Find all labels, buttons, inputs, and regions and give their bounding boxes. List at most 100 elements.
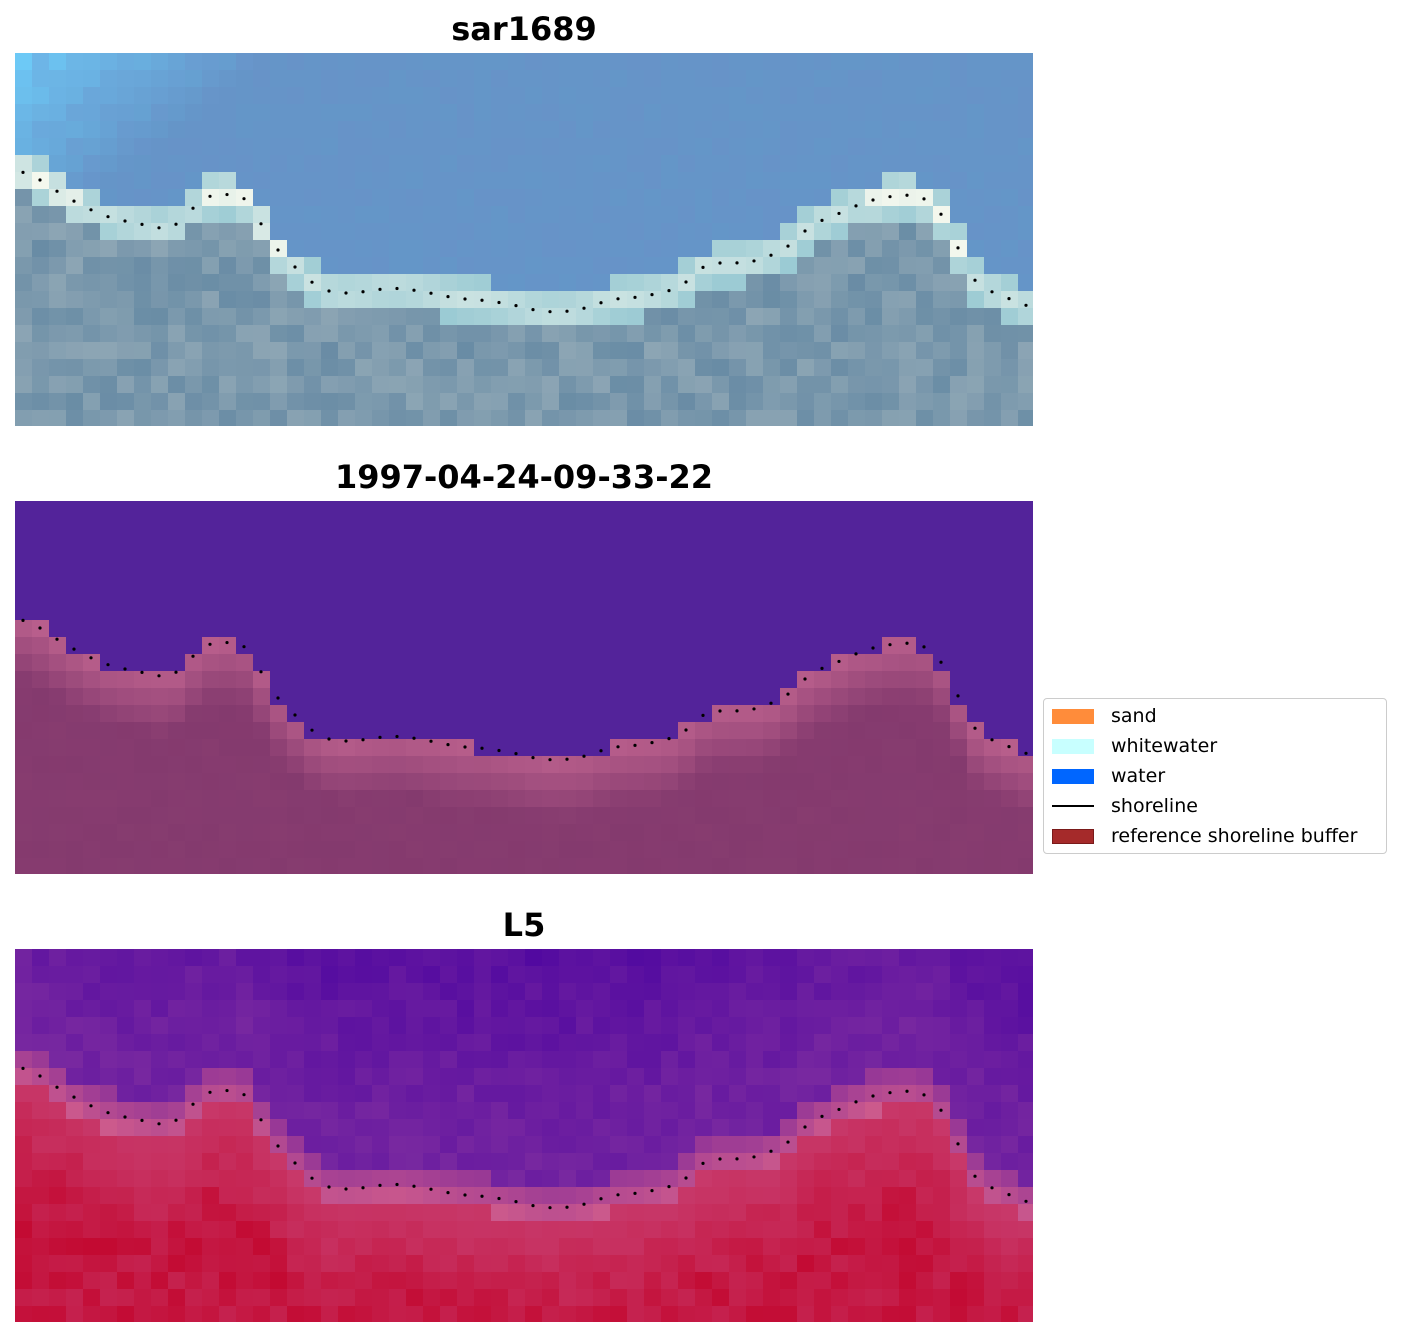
- pixel-cell: [287, 291, 305, 309]
- pixel-cell: [219, 1255, 237, 1273]
- pixel-cell: [372, 671, 390, 689]
- pixel-cell: [848, 393, 866, 411]
- pixel-cell: [644, 155, 662, 173]
- pixel-cell: [321, 138, 339, 156]
- pixel-cell: [593, 138, 611, 156]
- pixel-cell: [236, 172, 254, 190]
- pixel-cell: [882, 1102, 900, 1120]
- shoreline-dot: [735, 261, 739, 265]
- pixel-cell: [185, 966, 203, 984]
- pixel-cell: [219, 654, 237, 672]
- pixel-cell: [899, 1272, 917, 1290]
- pixel-cell: [984, 138, 1002, 156]
- pixel-cell: [712, 53, 730, 71]
- pixel-cell: [525, 1204, 543, 1222]
- pixel-cell: [678, 1034, 696, 1052]
- pixel-cell: [287, 841, 305, 859]
- pixel-cell: [219, 1238, 237, 1256]
- pixel-cell: [899, 1017, 917, 1035]
- pixel-cell: [185, 807, 203, 825]
- pixel-cell: [899, 603, 917, 621]
- pixel-cell: [355, 807, 373, 825]
- pixel-cell: [440, 983, 458, 1001]
- shoreline-dot: [174, 670, 178, 674]
- pixel-cell: [49, 189, 67, 207]
- pixel-cell: [270, 552, 288, 570]
- shoreline-dot: [157, 1122, 161, 1126]
- pixel-cell: [831, 189, 849, 207]
- pixel-cell: [729, 1017, 747, 1035]
- pixel-cell: [355, 376, 373, 394]
- pixel-cell: [797, 1136, 815, 1154]
- pixel-cell: [882, 342, 900, 360]
- pixel-cell: [49, 739, 67, 757]
- pixel-cell: [474, 1204, 492, 1222]
- pixel-cell: [814, 552, 832, 570]
- pixel-cell: [151, 705, 169, 723]
- pixel-cell: [984, 189, 1002, 207]
- pixel-cell: [423, 70, 441, 88]
- pixel-cell: [865, 1119, 883, 1137]
- pixel-cell: [457, 1085, 475, 1103]
- pixel-cell: [644, 410, 662, 426]
- pixel-cell: [729, 983, 747, 1001]
- pixel-cell: [185, 1221, 203, 1239]
- pixel-cell: [950, 858, 968, 874]
- pixel-cell: [1001, 790, 1019, 808]
- pixel-cell: [338, 688, 356, 706]
- pixel-cell: [32, 603, 50, 621]
- pixel-cell: [627, 671, 645, 689]
- pixel-cell: [814, 172, 832, 190]
- pixel-cell: [338, 189, 356, 207]
- pixel-cell: [661, 603, 679, 621]
- pixel-cell: [559, 325, 577, 343]
- pixel-cell: [797, 1034, 815, 1052]
- pixel-cell: [542, 983, 560, 1001]
- pixel-cell: [321, 172, 339, 190]
- pixel-cell: [66, 569, 84, 587]
- pixel-cell: [100, 1102, 118, 1120]
- pixel-cell: [831, 790, 849, 808]
- pixel-cell: [49, 1238, 67, 1256]
- pixel-cell: [899, 1238, 917, 1256]
- pixel-cell: [984, 206, 1002, 224]
- pixel-cell: [899, 325, 917, 343]
- pixel-cell: [321, 308, 339, 326]
- pixel-cell: [678, 501, 696, 519]
- pixel-cell: [644, 223, 662, 241]
- pixel-cell: [763, 824, 781, 842]
- pixel-cell: [83, 342, 101, 360]
- pixel-cell: [66, 654, 84, 672]
- pixel-cell: [610, 172, 628, 190]
- pixel-cell: [185, 1119, 203, 1137]
- pixel-cell: [15, 189, 33, 207]
- pixel-cell: [627, 1204, 645, 1222]
- pixel-cell: [593, 949, 611, 967]
- pixel-cell: [15, 1153, 33, 1171]
- pixel-cell: [219, 138, 237, 156]
- pixel-cell: [355, 1187, 373, 1205]
- pixel-cell: [984, 104, 1002, 122]
- legend-label-reference-buffer: reference shoreline buffer: [1111, 825, 1358, 847]
- pixel-cell: [882, 518, 900, 536]
- pixel-cell: [967, 1017, 985, 1035]
- pixel-cell: [406, 620, 424, 638]
- pixel-cell: [780, 359, 798, 377]
- pixel-cell: [1018, 1017, 1033, 1035]
- pixel-cell: [610, 966, 628, 984]
- pixel-cell: [321, 569, 339, 587]
- pixel-cell: [287, 138, 305, 156]
- pixel-cell: [83, 155, 101, 173]
- pixel-cell: [423, 858, 441, 874]
- pixel-cell: [746, 257, 764, 275]
- pixel-cell: [457, 257, 475, 275]
- pixel-cell: [899, 586, 917, 604]
- pixel-cell: [627, 807, 645, 825]
- pixel-cell: [678, 257, 696, 275]
- pixel-cell: [831, 756, 849, 774]
- pixel-cell: [270, 53, 288, 71]
- pixel-cell: [542, 1306, 560, 1322]
- pixel-cell: [729, 739, 747, 757]
- shoreline-dot: [225, 1088, 229, 1093]
- pixel-cell: [236, 1000, 254, 1018]
